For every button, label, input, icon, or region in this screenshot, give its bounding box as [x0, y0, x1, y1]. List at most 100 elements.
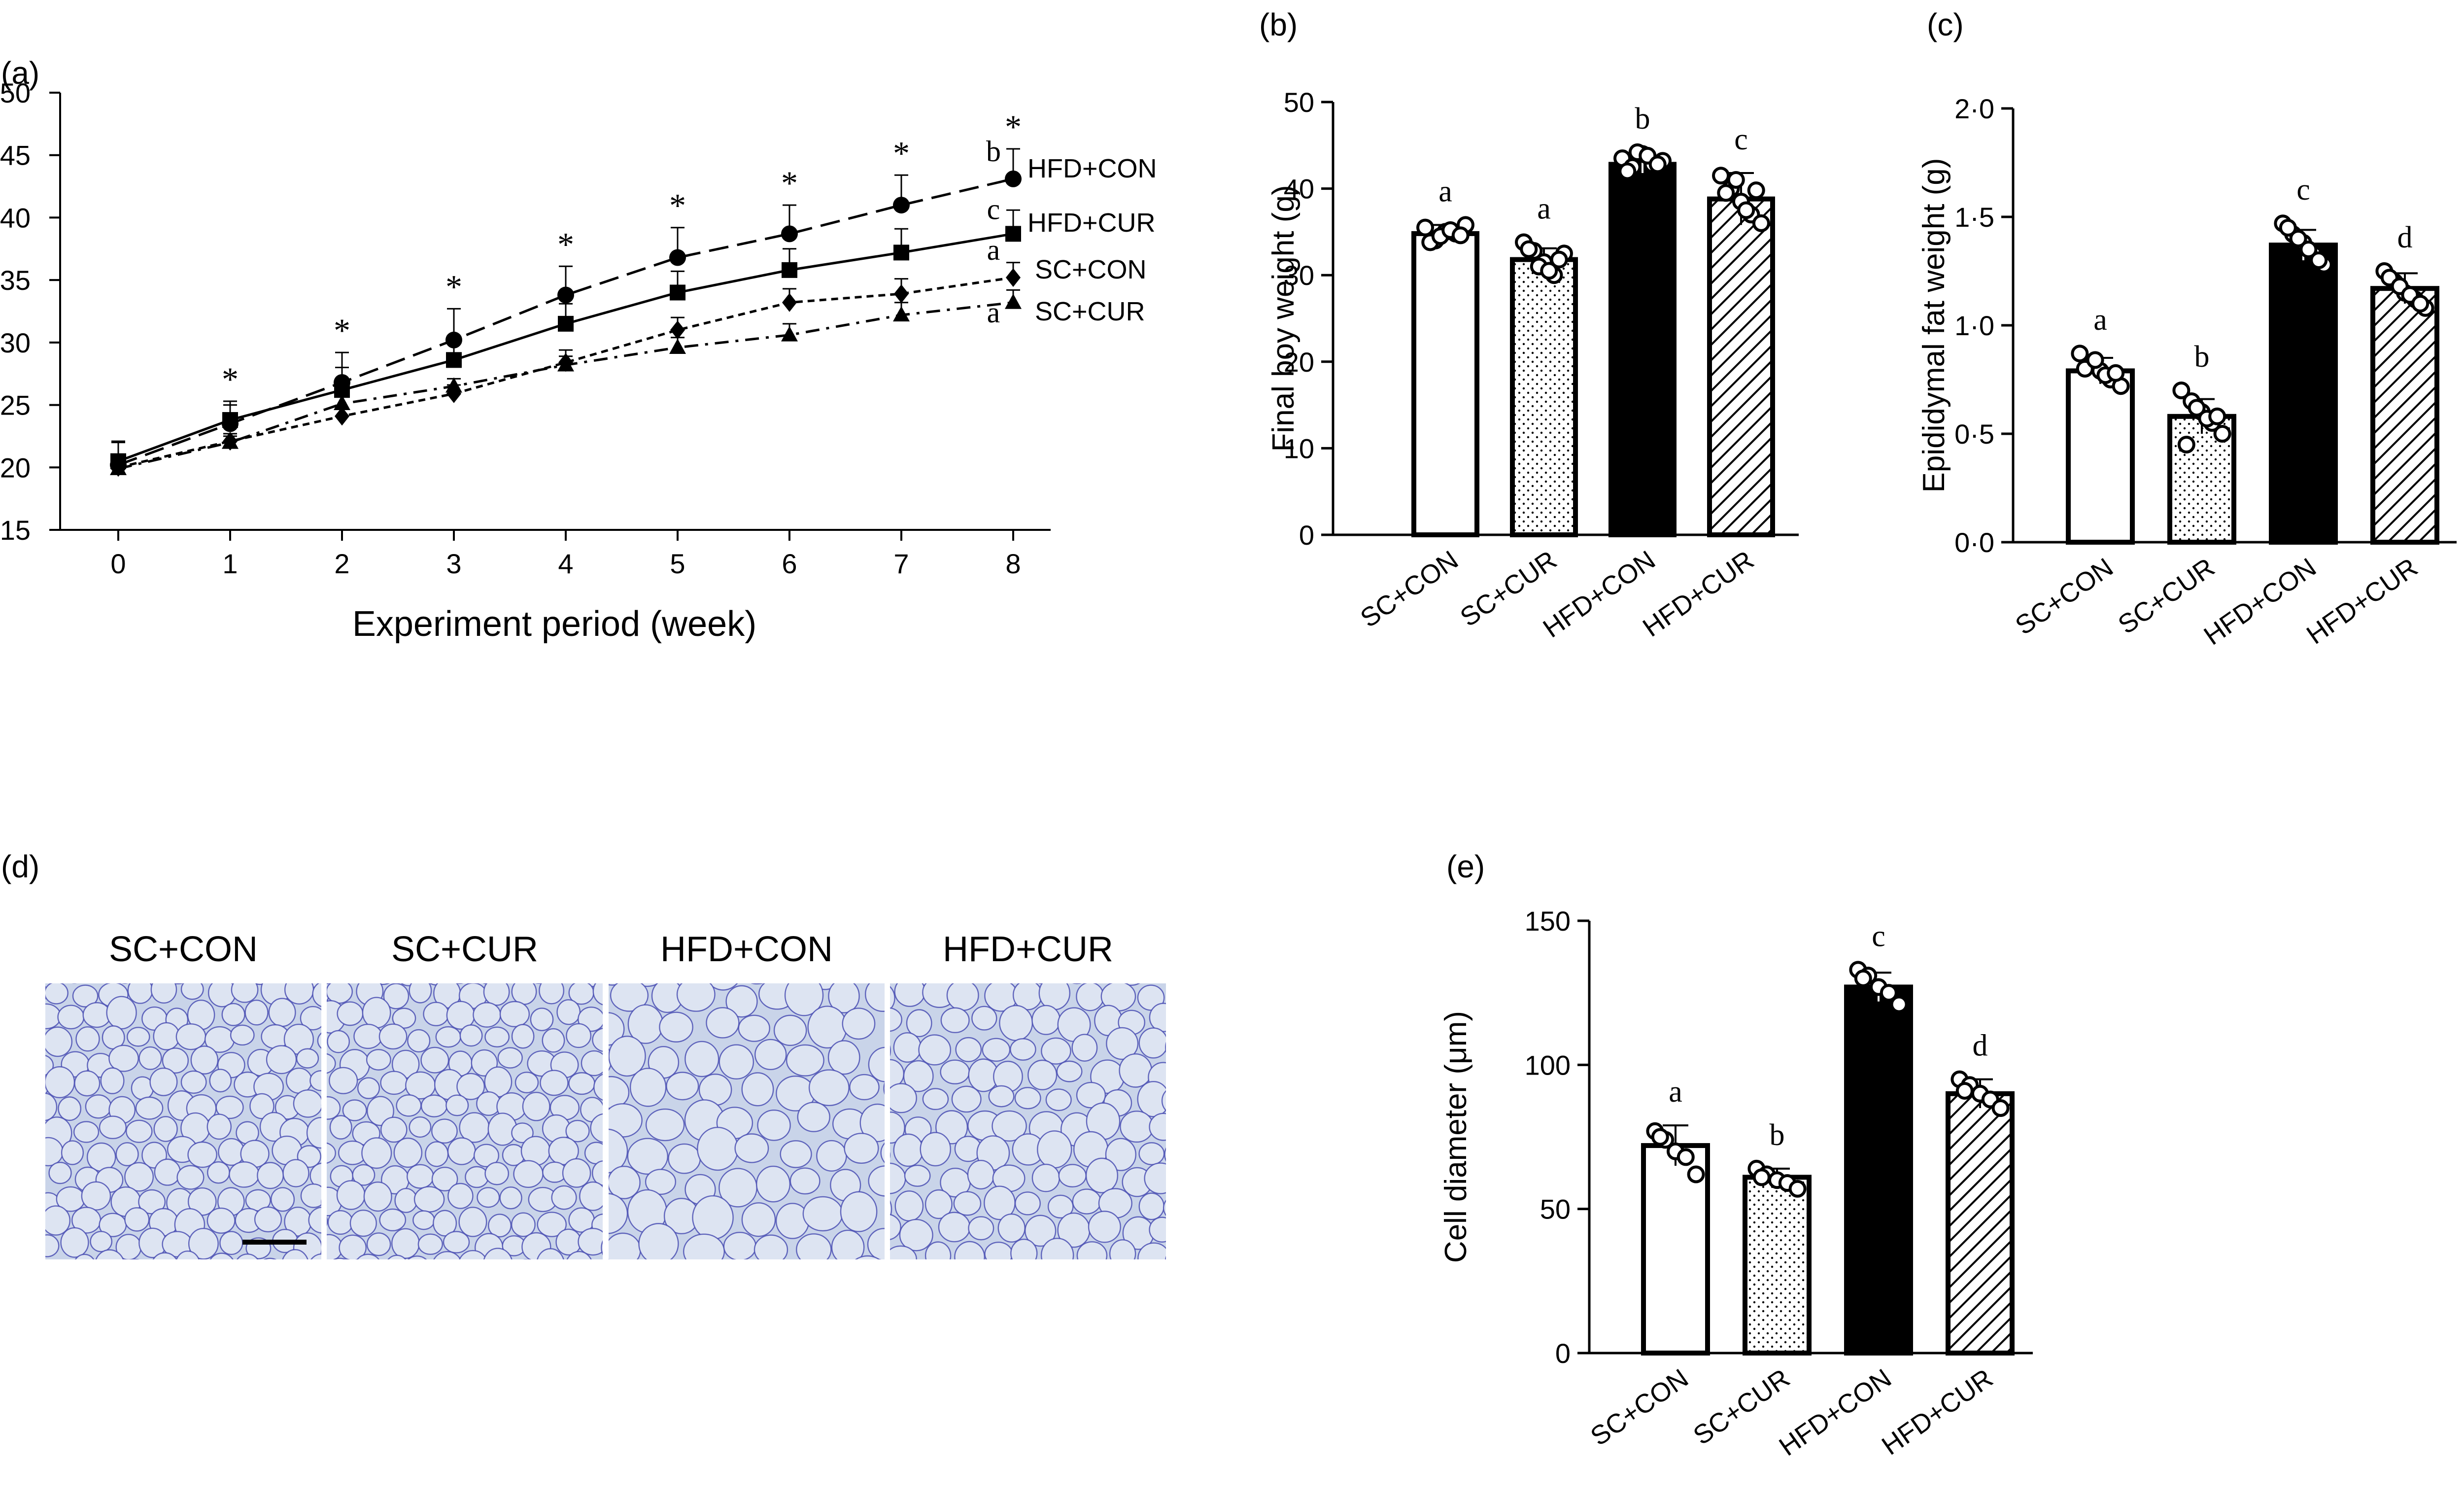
- adipocyte: [868, 1046, 885, 1082]
- adipocyte: [1072, 1188, 1101, 1215]
- adipocyte: [1149, 1113, 1166, 1141]
- adipocyte: [631, 1262, 665, 1292]
- adipocyte: [738, 1014, 770, 1042]
- adipocyte: [361, 1137, 392, 1169]
- adipocyte: [1031, 1005, 1061, 1035]
- adipocyte: [1056, 1060, 1083, 1082]
- adipocyte: [936, 1272, 966, 1296]
- adipocyte: [420, 1046, 449, 1074]
- adipocyte: [131, 1258, 140, 1259]
- adipocyte: [190, 1045, 219, 1075]
- adipocyte: [387, 1254, 407, 1259]
- x-tick-label: 2: [334, 548, 349, 579]
- data-point: [222, 412, 238, 428]
- adipocyte: [562, 1158, 591, 1188]
- adipocyte: [363, 1181, 392, 1212]
- y-tick-label: 25: [0, 390, 31, 421]
- adipocyte: [568, 1072, 595, 1095]
- adipocyte: [327, 1142, 336, 1164]
- adipocyte: [327, 1096, 341, 1120]
- adipocyte: [327, 983, 353, 1004]
- adipocyte: [537, 1248, 564, 1259]
- bar: [1707, 196, 1775, 537]
- y-tick-label: 35: [0, 265, 31, 296]
- bar: [1411, 231, 1479, 537]
- adipocyte: [511, 983, 537, 1005]
- histology-image-hfd-con: [609, 983, 954, 1301]
- data-point: [2177, 436, 2195, 453]
- adipocyte: [127, 983, 153, 1004]
- adipocyte: [1178, 1169, 1209, 1197]
- y-tick-label: 10: [1284, 433, 1314, 464]
- adipocyte: [725, 985, 758, 1018]
- adipocyte: [877, 1265, 907, 1296]
- adipocyte: [918, 1255, 954, 1296]
- adipocyte: [244, 1000, 269, 1026]
- adipocyte: [187, 1141, 217, 1168]
- y-axis-title: Cell diameter (μm): [1439, 1011, 1473, 1263]
- bar: [2269, 243, 2338, 545]
- bar-group-sc-cur: [1743, 1159, 1812, 1356]
- adipocyte: [537, 1212, 567, 1237]
- adipocyte: [176, 1165, 205, 1190]
- adipocyte: [333, 1257, 346, 1259]
- data-point: [2411, 295, 2430, 313]
- adipocyte: [1120, 1111, 1154, 1143]
- adipocyte: [229, 1161, 260, 1188]
- x-category-label: HFD+CON: [1538, 545, 1660, 644]
- adipocyte: [609, 1165, 641, 1199]
- adipocyte: [1076, 1241, 1108, 1259]
- y-axis-title: Epididymal fat weight (g): [1917, 158, 1951, 493]
- scale-bar: [242, 1240, 307, 1245]
- significance-letter: c: [2296, 173, 2310, 207]
- adipocyte: [890, 1214, 901, 1240]
- adipocyte: [1105, 1138, 1136, 1171]
- y-tick-label: 1·5: [1954, 202, 1994, 233]
- y-tick-label: 15: [0, 515, 31, 546]
- adipocyte: [1088, 1211, 1121, 1243]
- significance-letter: c: [987, 193, 1000, 225]
- adipocyte: [431, 1167, 458, 1192]
- y-tick-label: 100: [1525, 1049, 1571, 1080]
- adipocyte: [666, 1072, 699, 1101]
- data-point: [781, 326, 798, 342]
- adipocyte: [366, 1049, 391, 1071]
- adipocyte: [1014, 1191, 1041, 1216]
- adipocyte: [45, 1003, 62, 1030]
- adipocyte: [433, 1210, 457, 1237]
- adipocyte: [367, 1096, 394, 1126]
- adipocyte: [565, 1119, 590, 1143]
- adipocyte: [751, 983, 764, 985]
- x-tick-label: 7: [893, 548, 909, 579]
- adipocyte: [86, 1142, 116, 1172]
- adipocyte: [566, 1251, 592, 1259]
- adipocyte: [336, 1180, 366, 1210]
- y-tick-label: 40: [0, 202, 31, 233]
- adipocyte: [849, 1074, 880, 1101]
- adipocyte: [708, 983, 738, 991]
- adipocyte: [530, 1008, 554, 1031]
- line-chart-x-axis-title: Experiment period (week): [352, 604, 756, 644]
- adipocyte: [735, 1263, 769, 1301]
- x-tick-label: 1: [222, 548, 238, 579]
- adipocyte: [864, 983, 885, 1012]
- significance-letter: b: [1770, 1118, 1785, 1152]
- adipocyte: [497, 1047, 523, 1069]
- y-tick-label: 20: [0, 452, 31, 483]
- adipocyte: [1109, 1239, 1136, 1259]
- adipocyte: [971, 1006, 997, 1031]
- adipocyte: [542, 1028, 565, 1053]
- adipocyte: [566, 1023, 592, 1048]
- adipocyte: [692, 1195, 734, 1240]
- adipocyte: [1148, 1271, 1180, 1298]
- data-point: [1648, 155, 1667, 174]
- adipocyte: [893, 1133, 924, 1167]
- adipocyte: [1149, 1217, 1166, 1243]
- data-point: [2208, 407, 2226, 425]
- adipocyte: [409, 1116, 432, 1138]
- adipocyte: [394, 1188, 418, 1213]
- data-point: [1737, 201, 1755, 219]
- adipocyte: [1181, 1008, 1205, 1035]
- data-point: [1747, 181, 1765, 200]
